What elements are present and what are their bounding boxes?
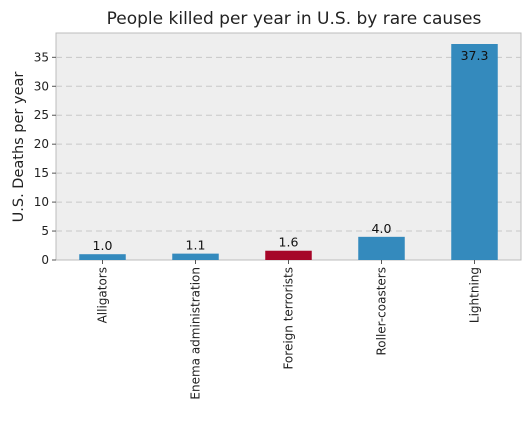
bar-value-label: 4.0 [372,221,392,236]
x-tick-label: Enema administration [189,267,203,400]
x-tick-label: Roller-coasters [375,267,389,356]
bar-value-label: 1.1 [186,238,206,253]
bar-value-label: 37.3 [461,48,489,63]
bar [265,250,312,260]
data-labels: 1.0 1.1 1.6 4.0 37.3 [93,48,489,253]
bar [358,236,405,260]
y-tick-label: 5 [41,224,49,238]
y-axis: 0 5 10 15 20 25 30 35 [34,50,56,267]
x-tick-label: Alligators [96,267,110,323]
y-tick-label: 20 [34,137,49,151]
x-tick-label: Lightning [468,267,482,323]
grid [56,56,521,232]
y-tick-label: 30 [34,79,49,93]
bar-value-label: 1.6 [279,235,299,250]
y-tick-label: 10 [34,195,49,209]
chart-title: People killed per year in U.S. by rare c… [107,9,482,29]
y-tick-label: 0 [41,253,49,267]
y-tick-label: 25 [34,108,49,122]
y-axis-label: U.S. Deaths per year [11,72,27,223]
bar-value-label: 1.0 [93,238,113,253]
bar [79,254,126,260]
y-tick-label: 15 [34,166,49,180]
x-tick-label: Foreign terrorists [282,267,296,370]
x-axis: Alligators Enema administration Foreign te… [96,260,482,400]
bars [79,44,498,261]
plot-area [55,32,522,261]
y-tick-label: 35 [34,50,49,64]
bar [172,253,219,260]
bar [451,44,498,261]
